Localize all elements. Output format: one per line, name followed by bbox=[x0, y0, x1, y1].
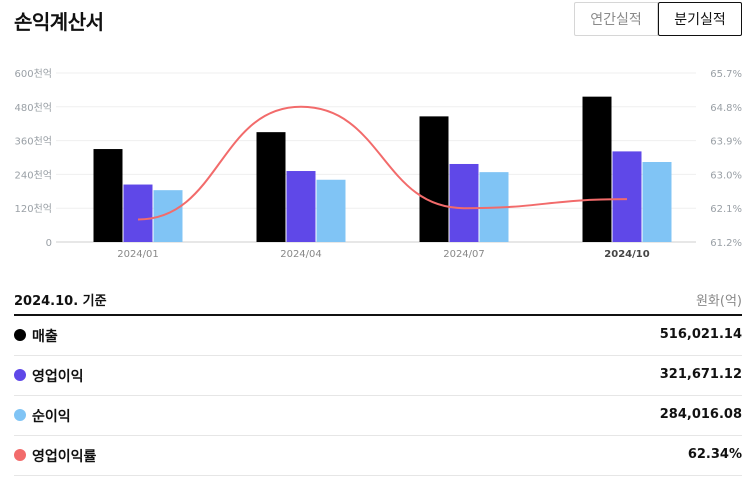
row-value: 62.34% bbox=[687, 447, 742, 462]
tab-annual[interactable]: 연간실적 bbox=[574, 2, 658, 36]
x-tick-label: 2024/07 bbox=[443, 249, 485, 260]
legend-dot bbox=[14, 369, 26, 381]
row-value: 321,671.12 bbox=[659, 367, 742, 382]
basis-date: 2024.10. 기준 bbox=[14, 294, 107, 309]
bar-영업이익 bbox=[123, 184, 153, 242]
y-tick-label-left: 480천억 bbox=[15, 102, 53, 114]
bar-영업이익 bbox=[449, 163, 479, 242]
page-title: 손익계산서 bbox=[14, 10, 104, 34]
row-label: 영업이익 bbox=[32, 369, 84, 385]
x-tick-label: 2024/10 bbox=[604, 249, 649, 260]
y-tick-label-left: 120천억 bbox=[15, 203, 53, 215]
bar-영업이익 bbox=[612, 151, 642, 242]
income-chart: 0 61.2% 120천억 62.1% 240천억 63.0% 360천억 63.9% 480천… bbox=[15, 68, 743, 260]
summary-row-revenue: 매출 516,021.14 bbox=[14, 316, 742, 356]
x-tick-label: 2024/04 bbox=[280, 249, 322, 260]
legend-dot bbox=[14, 409, 26, 421]
y-tick-label-left: 240천억 bbox=[15, 169, 53, 181]
y-tick-label-right: 63.0% bbox=[710, 170, 742, 181]
row-label: 영업이익률 bbox=[32, 449, 97, 465]
legend-dot bbox=[14, 449, 26, 461]
tab-quarterly[interactable]: 분기실적 bbox=[658, 2, 742, 36]
y-tick-label-right: 64.8% bbox=[710, 103, 742, 114]
y-tick-label-right: 62.1% bbox=[710, 204, 742, 215]
bar-순이익 bbox=[642, 162, 672, 242]
y-tick-label-left: 360천억 bbox=[15, 136, 53, 148]
summary-list: 매출 516,021.14 영업이익 321,671.12 순이익 284,01… bbox=[14, 316, 742, 476]
y-tick-label-right: 65.7% bbox=[710, 69, 742, 80]
summary-row-operating-income: 영업이익 321,671.12 bbox=[14, 356, 742, 396]
summary-row-operating-margin: 영업이익률 62.34% bbox=[14, 436, 742, 476]
row-value: 516,021.14 bbox=[659, 327, 742, 342]
row-label: 매출 bbox=[32, 329, 58, 345]
bar-매출 bbox=[582, 96, 612, 242]
line-영업이익률 bbox=[137, 105, 628, 221]
row-label: 순이익 bbox=[32, 409, 71, 425]
bar-매출 bbox=[256, 132, 286, 242]
bar-매출 bbox=[93, 149, 123, 242]
row-value: 284,016.08 bbox=[659, 407, 742, 422]
period-tabs: 연간실적 분기실적 bbox=[574, 2, 742, 36]
y-tick-label-right: 61.2% bbox=[710, 238, 742, 249]
legend-dot bbox=[14, 329, 26, 341]
bar-순이익 bbox=[316, 179, 346, 242]
y-tick-label-left: 0 bbox=[46, 238, 52, 249]
unit-label: 원화(억) bbox=[695, 294, 742, 309]
y-tick-label-right: 63.9% bbox=[710, 137, 742, 148]
x-tick-label: 2024/01 bbox=[117, 249, 159, 260]
summary-row-net-income: 순이익 284,016.08 bbox=[14, 396, 742, 436]
bar-영업이익 bbox=[286, 171, 316, 242]
summary-header: 2024.10. 기준 원화(억) bbox=[14, 286, 742, 316]
y-tick-label-left: 600천억 bbox=[15, 68, 53, 80]
bar-매출 bbox=[419, 116, 449, 242]
